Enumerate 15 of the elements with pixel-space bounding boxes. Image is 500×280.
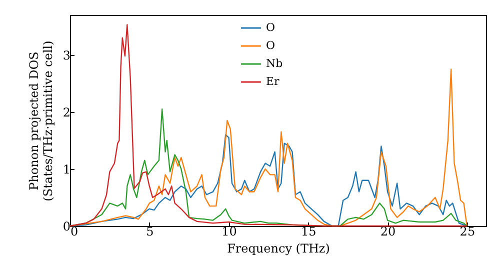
x-axis-title: Frequency (THz) — [227, 242, 330, 256]
y-tick-label: 1 — [62, 162, 70, 176]
legend-label: O — [266, 39, 276, 52]
line-series — [69, 68, 468, 227]
legend-label: Er — [266, 75, 280, 88]
legend-label: Nb — [266, 57, 283, 70]
line-series — [69, 24, 468, 227]
y-axis-title: Phonon projected DOS (States/THz·primitive cell) — [26, 40, 55, 202]
x-tick-label: 10 — [222, 224, 237, 238]
x-tick-label: 25 — [460, 224, 476, 238]
legend-label: O — [266, 21, 276, 34]
y-tick-label: 2 — [62, 105, 70, 120]
x-tick-label: 15 — [301, 224, 316, 238]
x-tick-label: 5 — [146, 224, 154, 238]
y-tick-label: 3 — [62, 48, 70, 62]
